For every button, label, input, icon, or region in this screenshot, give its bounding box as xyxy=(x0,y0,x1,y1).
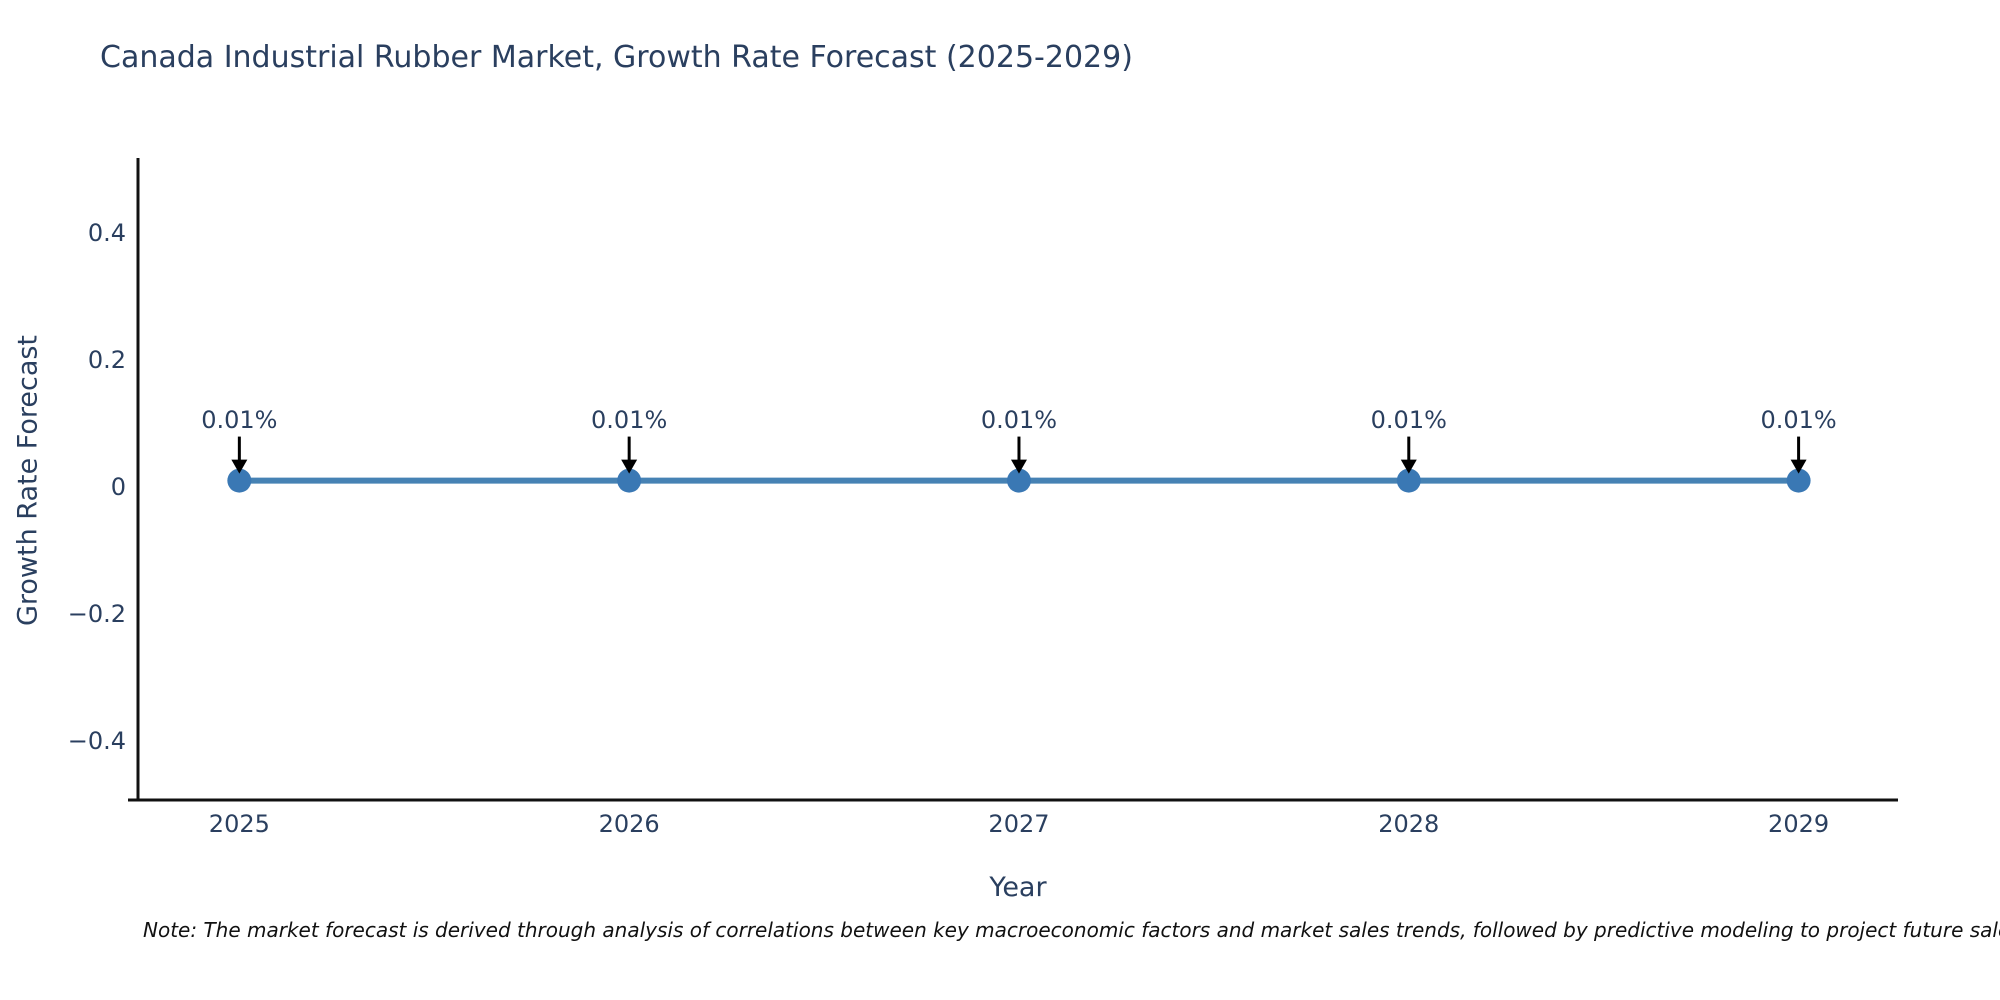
annotation-label: 0.01% xyxy=(201,405,278,434)
x-axis-title: Year xyxy=(989,872,1047,903)
data-point-marker[interactable] xyxy=(227,468,252,493)
footnote: Note: The market forecast is derived thr… xyxy=(143,918,2000,942)
annotation-label: 0.01% xyxy=(980,405,1058,434)
data-point-marker[interactable] xyxy=(1006,468,1031,493)
y-tick-label: 0 xyxy=(110,472,126,501)
data-point-marker[interactable] xyxy=(1786,468,1811,493)
x-tick-label: 2028 xyxy=(1378,810,1440,838)
annotation-arrow-head xyxy=(1790,459,1807,474)
y-tick-label: 0.2 xyxy=(87,345,126,374)
annotation-arrow-head xyxy=(621,459,638,474)
annotation-arrow-head xyxy=(1400,459,1417,474)
y-tick-label: 0.4 xyxy=(87,218,126,247)
data-point-marker[interactable] xyxy=(1396,468,1421,493)
annotation-label: 0.01% xyxy=(1760,405,1837,434)
annotation-label: 0.01% xyxy=(591,405,668,434)
annotation-arrow-head xyxy=(231,459,248,474)
x-tick-label: 2027 xyxy=(988,810,1050,838)
annotation-layer xyxy=(231,436,1807,474)
annotation-label: 0.01% xyxy=(1370,405,1447,434)
series-layer xyxy=(227,468,1811,493)
axes-layer xyxy=(128,158,1898,802)
y-tick-label: −0.2 xyxy=(67,599,126,628)
data-point-marker[interactable] xyxy=(617,468,642,493)
x-tick-label: 2029 xyxy=(1768,810,1830,838)
chart-title: Canada Industrial Rubber Market, Growth … xyxy=(100,40,1133,75)
x-tick-label: 2025 xyxy=(208,810,270,838)
x-tick-label: 2026 xyxy=(598,810,660,838)
y-tick-label: −0.4 xyxy=(67,726,126,755)
annotation-arrow-head xyxy=(1010,459,1027,474)
